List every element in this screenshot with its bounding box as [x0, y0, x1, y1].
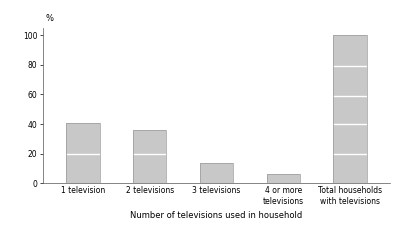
Bar — [333, 35, 367, 66]
Bar — [200, 163, 233, 183]
Bar — [133, 154, 166, 183]
Bar — [333, 124, 367, 154]
X-axis label: Number of televisions used in household: Number of televisions used in household — [130, 211, 303, 220]
Bar — [66, 123, 100, 154]
Bar — [133, 130, 166, 154]
Bar — [333, 35, 367, 183]
Bar — [66, 123, 100, 183]
Bar — [133, 130, 166, 183]
Text: %: % — [46, 14, 54, 23]
Bar — [266, 174, 300, 183]
Bar — [66, 154, 100, 183]
Bar — [200, 163, 233, 183]
Bar — [266, 174, 300, 183]
Bar — [333, 66, 367, 96]
Bar — [333, 96, 367, 124]
Bar — [333, 154, 367, 183]
